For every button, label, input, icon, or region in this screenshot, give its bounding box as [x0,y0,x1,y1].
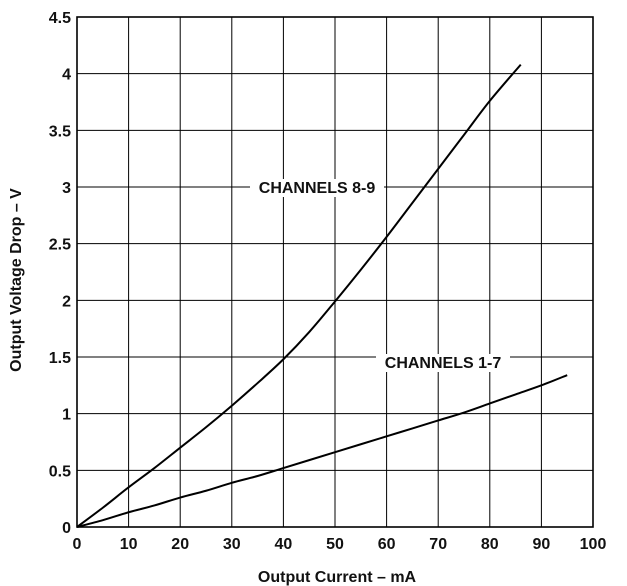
y-tick-label: 3.5 [49,123,71,140]
x-tick-label: 10 [120,536,138,553]
x-tick-label: 70 [429,536,447,553]
x-axis-title: Output Current – mA [258,569,417,586]
x-tick-label: 0 [73,536,82,553]
y-tick-label: 0.5 [49,463,71,480]
series-layer [76,63,568,528]
x-tick-label: 90 [533,536,551,553]
x-tick-label: 50 [326,536,344,553]
x-tick-label: 30 [223,536,241,553]
plot-frame [76,16,594,528]
series-label-bg [250,179,384,197]
series-line-channels-1-7 [76,374,568,528]
y-tick-label: 4 [62,67,71,84]
series-labels: CHANNELS 8-9 CHANNELS 1-7 [250,179,510,372]
y-axis-title: Output Voltage Drop – V [8,188,25,372]
y-tick-label: 2 [62,293,71,310]
series-line-channels-8-9 [76,63,522,528]
x-tick-label: 60 [378,536,396,553]
series-label-bg [376,354,510,372]
y-tick-label: 1.5 [49,350,71,367]
series-label-channels-1-7: CHANNELS 1-7 [385,355,502,372]
x-tick-label: 80 [481,536,499,553]
series-label-channels-8-9: CHANNELS 8-9 [259,180,376,197]
y-tick-label: 0 [62,520,71,537]
y-tick-label: 3 [62,180,71,197]
x-axis-ticks: 0 10 20 30 40 50 60 70 80 90 100 [73,536,607,553]
y-tick-label: 4.5 [49,10,71,27]
x-tick-label: 20 [171,536,189,553]
y-tick-label: 2.5 [49,237,71,254]
grid [76,16,594,528]
x-tick-label: 100 [580,536,607,553]
y-axis-ticks: 0 0.5 1 1.5 2 2.5 3 3.5 4 4.5 [49,10,71,537]
y-tick-label: 1 [62,407,71,424]
x-tick-label: 40 [275,536,293,553]
